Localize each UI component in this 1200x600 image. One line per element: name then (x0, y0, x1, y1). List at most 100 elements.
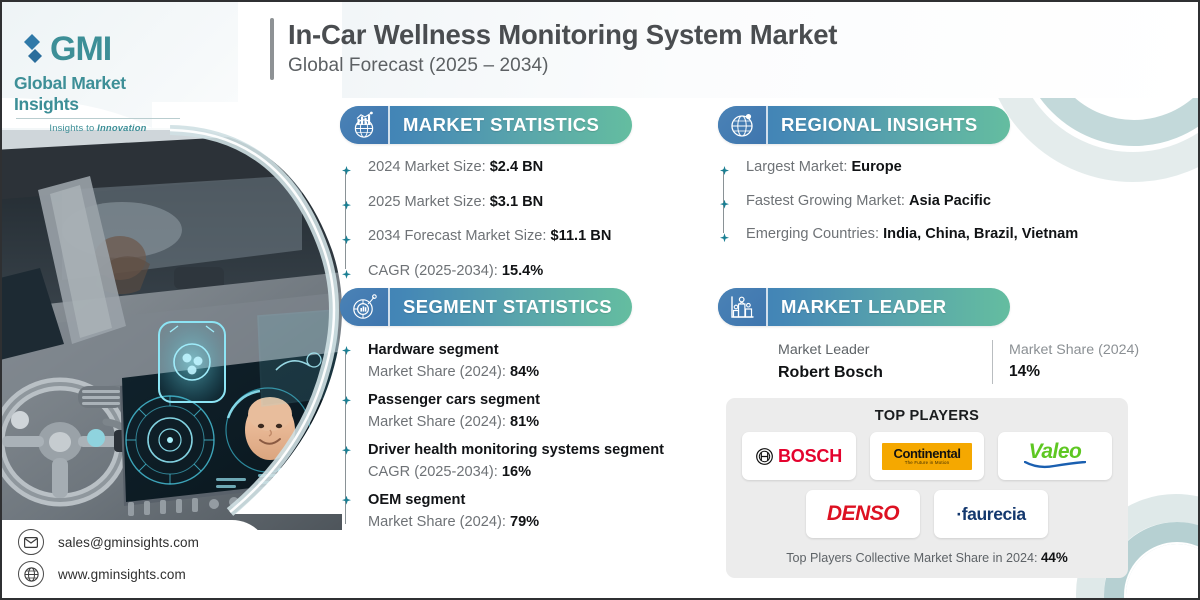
gmi-logo-divider (16, 118, 180, 119)
segment-metric-value: 79% (509, 513, 540, 530)
segment-statistics-badge: SEGMENT STATISTICS (340, 288, 632, 326)
title-accent-rule (270, 18, 274, 80)
decorative-ring-bottom-right-thin (1124, 542, 1198, 598)
list-item: 2024 Market Size: $2.4 BN (368, 160, 632, 175)
logo-card[interactable]: Continental The Future in Motion (870, 432, 984, 480)
podium-icon (718, 288, 768, 326)
timeline-spine (344, 169, 347, 270)
segment-metric-value: 84% (509, 364, 540, 381)
page-title-block: In-Car Wellness Monitoring System Market… (270, 18, 837, 80)
stat-value: 15.4% (501, 262, 544, 279)
contact-email-row[interactable]: sales@gminsights.com (18, 529, 270, 555)
segment-metric-value: 16% (501, 463, 532, 480)
market-leader-badge: MARKET LEADER (718, 288, 1010, 326)
continental-logo: Continental The Future in Motion (882, 442, 972, 470)
segment-metric-label: Market Share (2024): (368, 364, 510, 381)
contact-email-text: sales@gminsights.com (58, 534, 200, 550)
top-players-footer-label: Top Players Collective Market Share in 2… (786, 551, 1041, 565)
list-item: 2025 Market Size: $3.1 BN (368, 193, 632, 210)
logo-card[interactable]: Valeo (998, 432, 1112, 480)
list-item: Emerging Countries: India, China, Brazil… (746, 227, 1078, 242)
logo-card[interactable]: ·faurecia (934, 490, 1048, 538)
regional-insights-badge: REGIONAL INSIGHTS (718, 106, 1010, 144)
svg-text:GMI: GMI (50, 30, 111, 68)
car-interior-photo (2, 130, 342, 530)
continental-logo-text: Continental (893, 445, 961, 461)
regional-insights-title: REGIONAL INSIGHTS (781, 114, 978, 135)
bosch-logo-text: BOSCH (777, 445, 842, 466)
market-leader-name: Robert Bosch (778, 364, 883, 382)
region-value: Asia Pacific (909, 192, 991, 209)
market-leader-body: Market Leader Robert Bosch Market Share … (718, 340, 1139, 384)
segment-statistics-title: SEGMENT STATISTICS (403, 296, 612, 317)
bosch-logo: BOSCH (756, 446, 842, 467)
left-photo-panel: GMI Global Market Insights Insights to I… (2, 2, 342, 598)
stat-label: 2034 Forecast Market Size: (368, 228, 551, 245)
regional-insights-section: REGIONAL INSIGHTS Largest Market: Europe… (718, 106, 1078, 242)
market-leader-label: Market Leader (778, 342, 870, 358)
market-leader-section: MARKET LEADER Market Leader Robert Bosch… (718, 288, 1139, 384)
valeo-swoosh-icon (1024, 461, 1086, 469)
market-leader-title: MARKET LEADER (781, 296, 947, 317)
top-players-footer: Top Players Collective Market Share in 2… (786, 550, 1068, 565)
gmi-tagline-accent: Innovation (97, 122, 147, 133)
faurecia-logo: ·faurecia (956, 503, 1026, 524)
stat-label: 2024 Market Size: (368, 159, 490, 175)
logo-card[interactable]: DENSO (806, 490, 920, 538)
globe-chart-icon (340, 106, 390, 144)
segment-metric: Market Share (2024): 79% (368, 511, 664, 534)
stat-label: CAGR (2025-2034): (368, 262, 502, 279)
list-item: 2034 Forecast Market Size: $11.1 BN (368, 229, 632, 244)
envelope-icon (18, 529, 44, 555)
segment-statistics-list: Hardware segment Market Share (2024): 84… (340, 341, 664, 533)
valeo-logo: Valeo (1024, 439, 1086, 471)
segment-metric: Market Share (2024): 84% (368, 361, 664, 384)
market-statistics-list: 2024 Market Size: $2.4 BN 2025 Market Si… (340, 160, 632, 278)
segment-metric: Market Share (2024): 81% (368, 411, 664, 434)
top-players-title: TOP PLAYERS (874, 408, 980, 424)
continental-logo-tagline: The Future in Motion (904, 460, 950, 466)
contact-panel: sales@gminsights.com www.gminsights.com (2, 520, 270, 596)
segment-name: OEM segment (368, 491, 466, 508)
market-statistics-section: MARKET STATISTICS 2024 Market Size: $2.4… (340, 106, 632, 278)
stat-label: 2025 Market Size: (368, 193, 490, 210)
contact-website-row[interactable]: www.gminsights.com (18, 561, 270, 587)
segment-metric-value: 81% (509, 414, 540, 431)
segment-metric-label: CAGR (2025-2034): (368, 463, 502, 480)
valeo-logo-text: Valeo (1028, 439, 1082, 463)
list-item: Largest Market: Europe (746, 160, 1078, 175)
contact-website-text: www.gminsights.com (58, 566, 186, 582)
list-item: Driver health monitoring systems segment… (368, 441, 664, 484)
logo-card[interactable]: BOSCH (742, 432, 856, 480)
stat-value: $11.1 BN (550, 228, 612, 245)
faurecia-logo-text: faurecia (961, 503, 1026, 524)
top-players-panel: TOP PLAYERS BOSCH Continental The Future… (726, 398, 1128, 578)
segment-metric: CAGR (2025-2034): 16% (368, 461, 664, 484)
market-leader-share-block: Market Share (2024) 14% (992, 340, 1139, 384)
list-item: Passenger cars segment Market Share (202… (368, 391, 664, 434)
region-label: Emerging Countries: (746, 226, 884, 243)
top-players-logo-row-2: DENSO ·faurecia (806, 490, 1048, 538)
market-share-label: Market Share (2024) (1009, 342, 1140, 358)
header-background (342, 2, 1198, 98)
segment-statistics-section: SEGMENT STATISTICS Hardware segment Mark… (340, 288, 664, 533)
segment-name: Passenger cars segment (368, 391, 540, 408)
globe-pin-icon (718, 106, 768, 144)
page-subtitle: Global Forecast (2025 – 2034) (288, 54, 549, 76)
list-item: Fastest Growing Market: Asia Pacific (746, 192, 1078, 209)
top-players-footer-value: 44% (1040, 550, 1068, 565)
top-players-logo-row-1: BOSCH Continental The Future in Motion V… (742, 432, 1112, 480)
segment-name: Hardware segment (368, 342, 499, 358)
list-item: Hardware segment Market Share (2024): 84… (368, 341, 664, 384)
regional-insights-list: Largest Market: Europe Fastest Growing M… (718, 160, 1078, 242)
segment-name: Driver health monitoring systems segment (368, 441, 665, 458)
region-label: Fastest Growing Market: (746, 192, 910, 209)
region-label: Largest Market: (746, 159, 852, 175)
gmi-logo-name: Global Market Insights (14, 73, 126, 114)
stat-value: $3.1 BN (489, 193, 544, 210)
timeline-spine (722, 169, 725, 233)
market-share-value: 14% (1009, 363, 1041, 381)
region-value: Europe (851, 159, 902, 175)
region-value: India, China, Brazil, Vietnam (883, 226, 1079, 243)
stat-value: $2.4 BN (489, 159, 544, 175)
